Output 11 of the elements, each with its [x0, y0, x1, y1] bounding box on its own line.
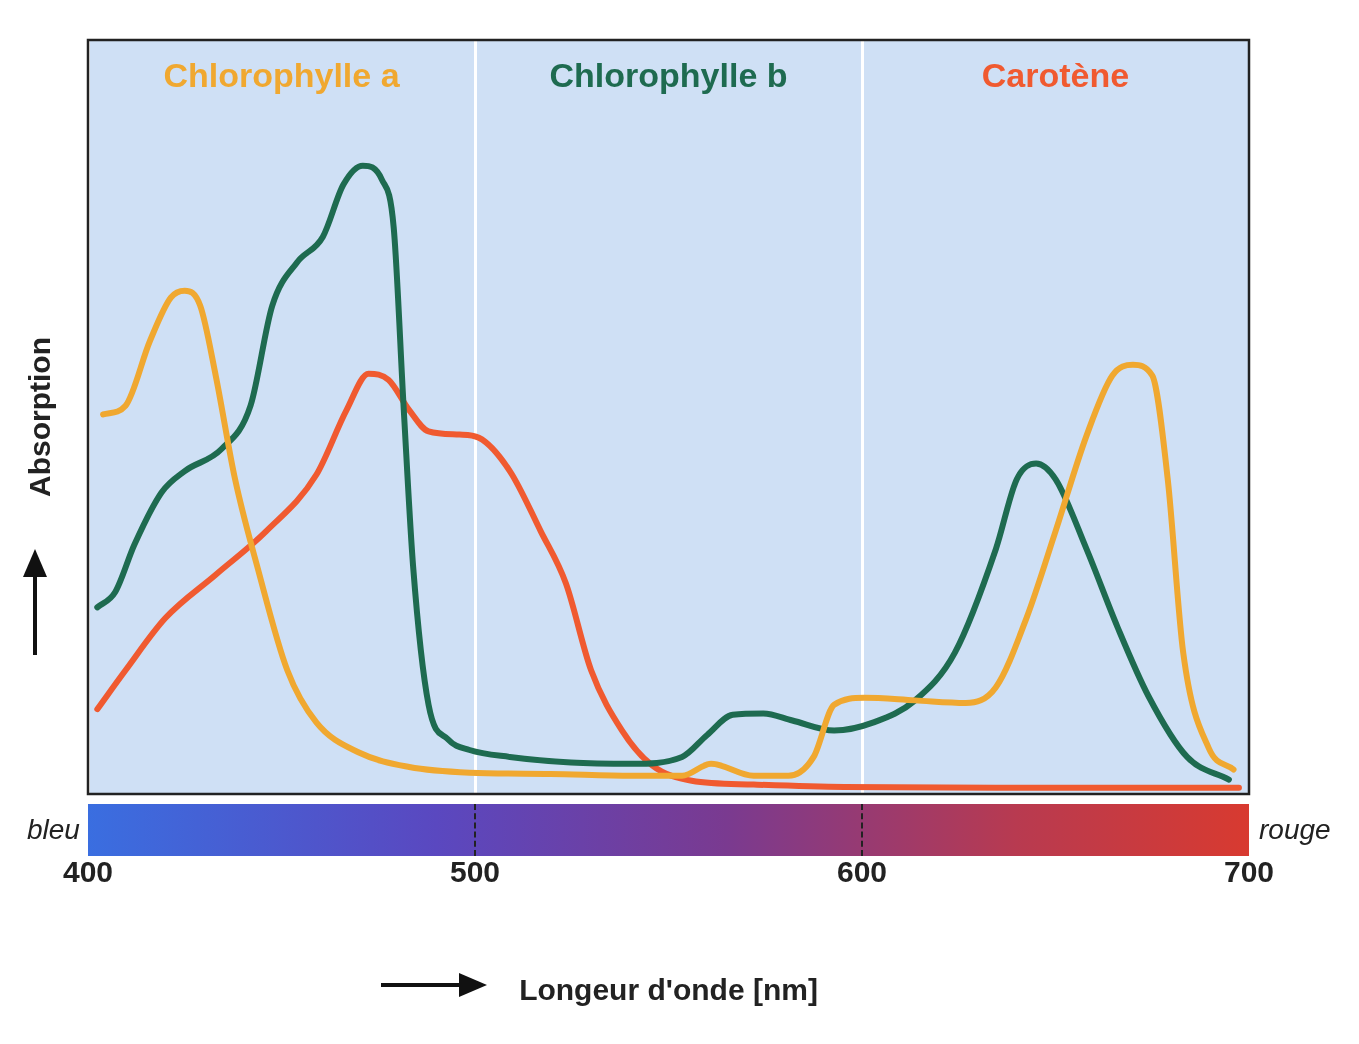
- text: bleu: [27, 814, 80, 846]
- y-axis-title: Absorption: [23, 337, 57, 497]
- text: Chlorophylle a: [163, 56, 401, 95]
- x-tick-label: 700: [1223, 855, 1275, 889]
- x-axis-title: Longeur d'onde [nm]: [519, 973, 818, 1007]
- x-tick-label: 400: [62, 855, 114, 889]
- x-tick-label: 600: [836, 855, 888, 889]
- text: Carotène: [981, 56, 1130, 95]
- text: Chlorophylle b: [549, 56, 788, 95]
- text: rouge: [1259, 814, 1331, 846]
- x-tick-label: 500: [449, 855, 501, 889]
